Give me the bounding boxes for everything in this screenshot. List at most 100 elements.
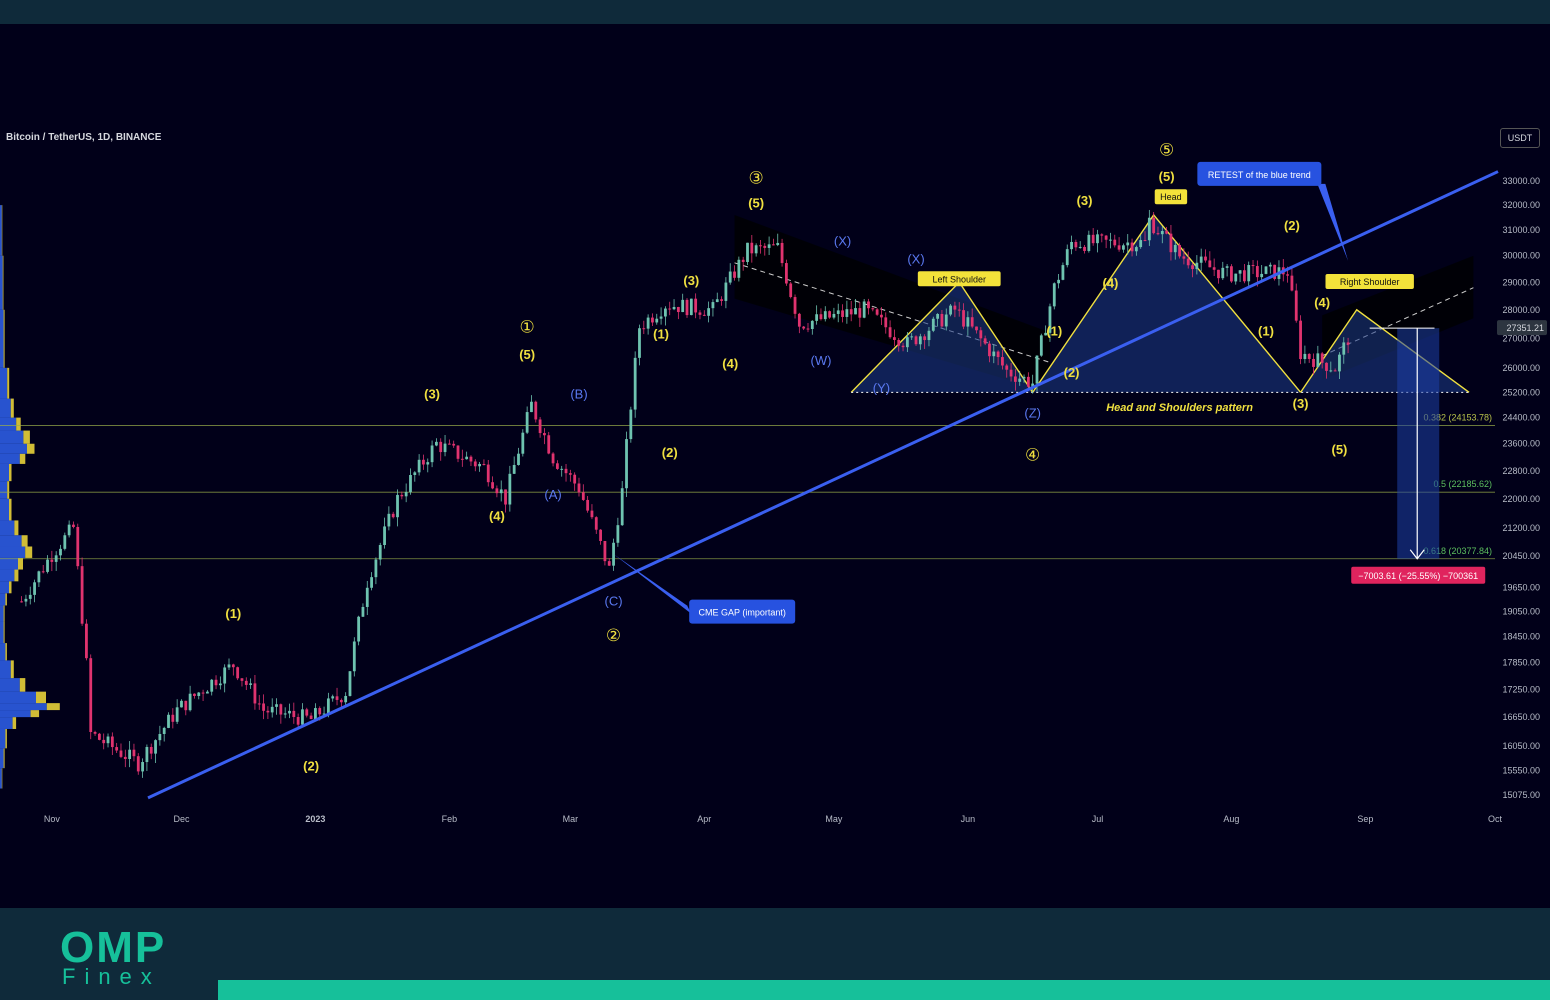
volume-profile-bar: [0, 728, 6, 749]
candle-body: [1130, 242, 1134, 252]
candle-body: [672, 306, 676, 310]
candle-body: [858, 308, 862, 318]
candle-body: [128, 749, 132, 760]
volume-profile-bar: [0, 498, 9, 521]
candle-body: [335, 696, 339, 700]
candle-body: [499, 489, 503, 494]
volume-profile-bar: [0, 520, 15, 536]
candle-body: [512, 464, 516, 474]
candle-body: [456, 445, 460, 459]
chart-area[interactable]: 0.382 (24153.78) 0.5 (22185.62) 0.618 (203…: [0, 24, 1550, 908]
price-tick-label: 21200.00: [1502, 523, 1540, 533]
volume-profile-bar: [0, 621, 4, 644]
candle-body: [20, 601, 24, 603]
candle-body: [469, 456, 473, 462]
volume-profile-bar: [0, 417, 17, 431]
candle-body: [46, 559, 49, 572]
candle-body: [167, 714, 170, 728]
volume-profile-bar: [30, 710, 40, 718]
price-tick-label: 16050.00: [1502, 741, 1540, 751]
candle-body: [275, 704, 278, 707]
callout-pointer: [1317, 183, 1349, 261]
candle-body: [417, 459, 421, 473]
volume-profile-bar: [19, 678, 26, 692]
volume-profile-bar: [7, 367, 10, 399]
candle-body: [590, 510, 594, 518]
candle-body: [1001, 357, 1004, 366]
candle-body: [616, 525, 620, 543]
candle-body: [741, 259, 745, 262]
candle-body: [404, 492, 408, 497]
candle-body: [668, 308, 672, 310]
candle-body: [763, 245, 767, 248]
callout-pointer: [613, 554, 692, 614]
candle-body: [1022, 376, 1026, 379]
candle-body: [664, 308, 667, 317]
candle-body: [793, 297, 797, 314]
pattern-tag-label: Left Shoulder: [932, 274, 986, 284]
volume-profile-bar: [3, 621, 5, 644]
primary-wave-label: ②: [606, 626, 621, 645]
candle-body: [612, 542, 615, 566]
candle-body: [543, 433, 546, 436]
candle-body: [162, 727, 166, 734]
candle-body: [1186, 258, 1190, 266]
candle-body: [629, 409, 633, 440]
candle-body: [119, 750, 123, 757]
candle-body: [655, 318, 659, 323]
corrective-wave-label: (C): [605, 593, 623, 608]
candle-body: [923, 336, 927, 341]
candle-body: [828, 311, 831, 318]
candle-body: [944, 314, 948, 327]
candle-body: [115, 747, 119, 751]
candle-body: [530, 401, 533, 413]
candle-body: [988, 343, 991, 357]
pattern-tag-label: Right Shoulder: [1340, 277, 1400, 287]
candle-body: [495, 488, 499, 494]
price-tick-label: 19650.00: [1502, 582, 1540, 592]
candle-body: [197, 692, 201, 696]
volume-profile-bar: [36, 691, 46, 704]
candle-body: [871, 308, 875, 310]
candle-body: [1160, 231, 1164, 235]
candle-body: [1247, 265, 1251, 282]
candle-body: [1013, 376, 1017, 382]
candle-body: [633, 357, 637, 410]
candle-body: [772, 244, 775, 246]
candle-body: [1312, 358, 1315, 367]
candle-body: [1221, 267, 1225, 279]
time-tick-label: Feb: [442, 814, 458, 824]
volume-profile-bar: [0, 660, 11, 679]
candle-body: [318, 708, 322, 715]
candle-body: [715, 299, 719, 303]
wave-label: (3): [1293, 396, 1309, 411]
candle-body: [1268, 264, 1272, 267]
pattern-title: Head and Shoulders pattern: [1106, 402, 1253, 414]
currency-button[interactable]: USDT: [1500, 128, 1540, 148]
candle-body: [97, 733, 101, 740]
candle-body: [1018, 378, 1022, 382]
candle-body: [1104, 235, 1108, 240]
candle-body: [210, 679, 214, 692]
candle-body: [996, 351, 1000, 358]
accent-bar: [218, 980, 1550, 1000]
candle-body: [1057, 279, 1060, 284]
price-tick-label: 32000.00: [1502, 200, 1540, 210]
candle-body: [188, 693, 192, 711]
time-tick-label: 2023: [305, 814, 325, 824]
price-chart[interactable]: 0.382 (24153.78) 0.5 (22185.62) 0.618 (203…: [0, 24, 1550, 908]
volume-profile-bar: [19, 453, 26, 464]
volume-profile-bar: [0, 443, 27, 454]
time-tick-label: Apr: [697, 814, 711, 824]
candle-body: [599, 529, 602, 541]
candle-body: [1078, 246, 1082, 248]
candle-body: [422, 459, 425, 465]
cme-gap-callout-label: CME GAP (important): [698, 608, 785, 618]
volume-profile-bar: [0, 309, 4, 368]
candle-body: [750, 242, 754, 254]
corrective-wave-label: (A): [544, 487, 561, 502]
corrective-wave-label: (Y): [873, 380, 890, 395]
candle-body: [59, 548, 62, 556]
candle-body: [1255, 266, 1259, 278]
candle-body: [1242, 270, 1246, 282]
